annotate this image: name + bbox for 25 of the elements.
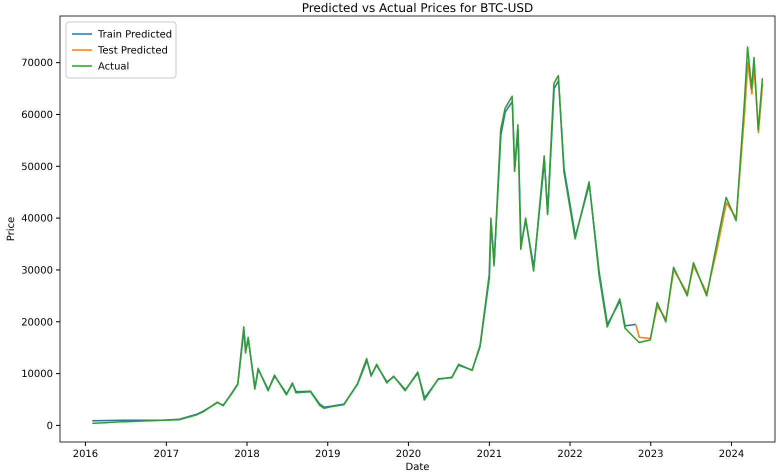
y-tick-label: 10000 <box>21 369 53 380</box>
x-axis-title: Date <box>406 462 430 472</box>
x-tick-label: 2022 <box>557 449 583 460</box>
y-tick-label: 50000 <box>21 162 53 173</box>
legend-label: Test Predicted <box>97 46 168 56</box>
x-tick-label: 2016 <box>72 449 98 460</box>
legend-label: Train Predicted <box>97 30 172 40</box>
y-tick-label: 40000 <box>21 214 53 225</box>
y-tick-label: 0 <box>46 420 53 432</box>
legend-label: Actual <box>98 62 130 72</box>
x-tick-label: 2021 <box>476 449 502 460</box>
x-tick-label: 2018 <box>234 449 260 460</box>
x-tick-label: 2020 <box>396 449 422 460</box>
x-tick-label: 2019 <box>315 449 340 460</box>
x-tick-label: 2024 <box>718 449 744 460</box>
y-tick-label: 60000 <box>21 110 53 121</box>
y-axis-title: Price <box>6 216 17 242</box>
y-tick-label: 70000 <box>21 58 53 70</box>
x-tick-label: 2023 <box>638 449 664 460</box>
chart-title: Predicted vs Actual Prices for BTC-USD <box>302 1 534 15</box>
line-series <box>92 46 764 424</box>
x-tick-label: 2017 <box>154 449 180 460</box>
y-tick-label: 30000 <box>21 265 53 276</box>
line-series <box>634 62 764 340</box>
y-tick-label: 20000 <box>21 317 53 328</box>
